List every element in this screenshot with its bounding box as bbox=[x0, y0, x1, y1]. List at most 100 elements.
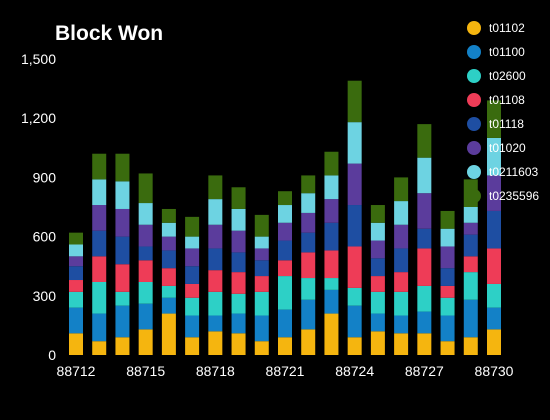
bar-segment-t01100[interactable] bbox=[440, 315, 455, 342]
bar-segment-t01020[interactable] bbox=[208, 224, 223, 249]
bar-segment-t01020[interactable] bbox=[161, 236, 176, 251]
bar-stack-88722[interactable] bbox=[301, 175, 316, 355]
bar-segment-t01118[interactable] bbox=[115, 236, 130, 265]
bar-segment-t01020[interactable] bbox=[92, 205, 107, 231]
bar-segment-t01020[interactable] bbox=[138, 224, 153, 247]
legend-item-t01020[interactable]: t01020 bbox=[467, 141, 526, 155]
bar-segment-t01108[interactable] bbox=[278, 260, 292, 277]
bar-stack-88717[interactable] bbox=[185, 216, 200, 355]
bar-segment-t0211603[interactable] bbox=[487, 137, 501, 176]
bar-segment-t01020[interactable] bbox=[394, 224, 409, 249]
bar-segment-t0235596[interactable] bbox=[301, 175, 316, 194]
bar-segment-t02600[interactable] bbox=[208, 291, 223, 316]
bar-segment-t01118[interactable] bbox=[185, 266, 200, 284]
bar-segment-t01102[interactable] bbox=[440, 341, 455, 355]
bar-segment-t01100[interactable] bbox=[417, 311, 432, 334]
bar-segment-t02600[interactable] bbox=[324, 278, 339, 290]
bar-segment-t01102[interactable] bbox=[347, 337, 362, 355]
bar-segment-t01108[interactable] bbox=[463, 256, 478, 273]
bar-segment-t01020[interactable] bbox=[417, 193, 432, 229]
bar-segment-t0235596[interactable] bbox=[161, 208, 176, 223]
bar-segment-t0235596[interactable] bbox=[394, 177, 409, 202]
bar-segment-t01118[interactable] bbox=[324, 222, 339, 251]
bar-segment-t01020[interactable] bbox=[69, 256, 83, 267]
bar-segment-t01102[interactable] bbox=[138, 329, 153, 355]
bar-segment-t02600[interactable] bbox=[161, 285, 176, 298]
bar-segment-t01100[interactable] bbox=[115, 305, 130, 338]
bar-segment-t0235596[interactable] bbox=[92, 153, 107, 180]
bar-segment-t01108[interactable] bbox=[69, 280, 83, 292]
bar-segment-t01020[interactable] bbox=[487, 175, 501, 211]
bar-stack-88716[interactable] bbox=[161, 208, 176, 355]
bar-segment-t0211603[interactable] bbox=[394, 201, 409, 225]
bar-stack-88718[interactable] bbox=[208, 175, 223, 355]
bar-segment-t02600[interactable] bbox=[440, 297, 455, 316]
bar-segment-t01020[interactable] bbox=[463, 222, 478, 235]
bar-segment-t01102[interactable] bbox=[185, 337, 200, 355]
bar-segment-t02600[interactable] bbox=[394, 291, 409, 316]
bar-segment-t0211603[interactable] bbox=[69, 244, 83, 257]
bar-segment-t01108[interactable] bbox=[487, 248, 501, 284]
bar-segment-t01020[interactable] bbox=[440, 246, 455, 269]
bar-segment-t01100[interactable] bbox=[185, 315, 200, 338]
bar-segment-t01108[interactable] bbox=[347, 246, 362, 288]
bar-segment-t01102[interactable] bbox=[115, 337, 130, 355]
bar-segment-t01102[interactable] bbox=[394, 333, 409, 355]
bar-segment-t01102[interactable] bbox=[92, 341, 107, 355]
bar-segment-t01118[interactable] bbox=[138, 246, 153, 261]
bar-segment-t0235596[interactable] bbox=[347, 80, 362, 123]
bar-segment-t0211603[interactable] bbox=[440, 228, 455, 247]
bar-segment-t01108[interactable] bbox=[324, 250, 339, 279]
bar-segment-t01118[interactable] bbox=[301, 232, 316, 253]
bar-segment-t01100[interactable] bbox=[301, 299, 316, 330]
bar-segment-t01108[interactable] bbox=[394, 272, 409, 292]
bar-segment-t01108[interactable] bbox=[115, 264, 130, 292]
bar-segment-t02600[interactable] bbox=[347, 287, 362, 306]
bar-segment-t01020[interactable] bbox=[278, 222, 292, 241]
bar-segment-t0235596[interactable] bbox=[208, 175, 223, 200]
bar-segment-t0235596[interactable] bbox=[185, 216, 200, 237]
bar-segment-t0235596[interactable] bbox=[138, 173, 153, 204]
bar-stack-88720[interactable] bbox=[254, 214, 269, 355]
bar-segment-t0211603[interactable] bbox=[301, 193, 316, 213]
bar-segment-t01102[interactable] bbox=[324, 313, 339, 355]
bar-segment-t01020[interactable] bbox=[370, 240, 385, 259]
bar-segment-t0235596[interactable] bbox=[231, 187, 246, 209]
bar-segment-t0235596[interactable] bbox=[487, 100, 501, 138]
bar-segment-t01108[interactable] bbox=[231, 272, 246, 294]
bar-segment-t01020[interactable] bbox=[347, 163, 362, 206]
legend-item-t02600[interactable]: t02600 bbox=[467, 69, 526, 83]
bar-segment-t01118[interactable] bbox=[417, 228, 432, 249]
bar-segment-t01118[interactable] bbox=[254, 260, 269, 277]
bar-stack-88726[interactable] bbox=[394, 177, 409, 355]
bar-segment-t01102[interactable] bbox=[254, 341, 269, 355]
bar-segment-t01118[interactable] bbox=[92, 230, 107, 257]
bar-segment-t0211603[interactable] bbox=[92, 179, 107, 206]
bar-segment-t0235596[interactable] bbox=[69, 232, 83, 245]
bar-segment-t02600[interactable] bbox=[69, 291, 83, 308]
bar-segment-t01118[interactable] bbox=[208, 248, 223, 271]
bar-stack-88715[interactable] bbox=[138, 173, 153, 355]
bar-segment-t01118[interactable] bbox=[487, 210, 501, 249]
bar-segment-t02600[interactable] bbox=[463, 272, 478, 300]
bar-segment-t01020[interactable] bbox=[115, 208, 130, 237]
bar-stack-88728[interactable] bbox=[440, 210, 455, 355]
bar-segment-t0211603[interactable] bbox=[138, 203, 153, 225]
bar-segment-t01118[interactable] bbox=[370, 258, 385, 277]
bar-segment-t0235596[interactable] bbox=[115, 153, 130, 182]
bar-stack-88725[interactable] bbox=[370, 205, 385, 355]
bar-segment-t01118[interactable] bbox=[278, 240, 292, 261]
bar-segment-t02600[interactable] bbox=[185, 297, 200, 316]
bar-segment-t0235596[interactable] bbox=[254, 214, 269, 237]
bar-stack-88723[interactable] bbox=[324, 151, 339, 355]
bar-segment-t02600[interactable] bbox=[92, 281, 107, 314]
bar-segment-t0211603[interactable] bbox=[370, 222, 385, 241]
bar-segment-t01100[interactable] bbox=[161, 297, 176, 314]
bar-segment-t01118[interactable] bbox=[69, 266, 83, 281]
bar-segment-t02600[interactable] bbox=[254, 291, 269, 316]
legend-item-t01118[interactable]: t01118 bbox=[467, 117, 524, 131]
bar-segment-t02600[interactable] bbox=[417, 285, 432, 312]
bar-segment-t01108[interactable] bbox=[370, 276, 385, 292]
bar-segment-t01102[interactable] bbox=[370, 331, 385, 355]
bar-segment-t01108[interactable] bbox=[138, 260, 153, 282]
